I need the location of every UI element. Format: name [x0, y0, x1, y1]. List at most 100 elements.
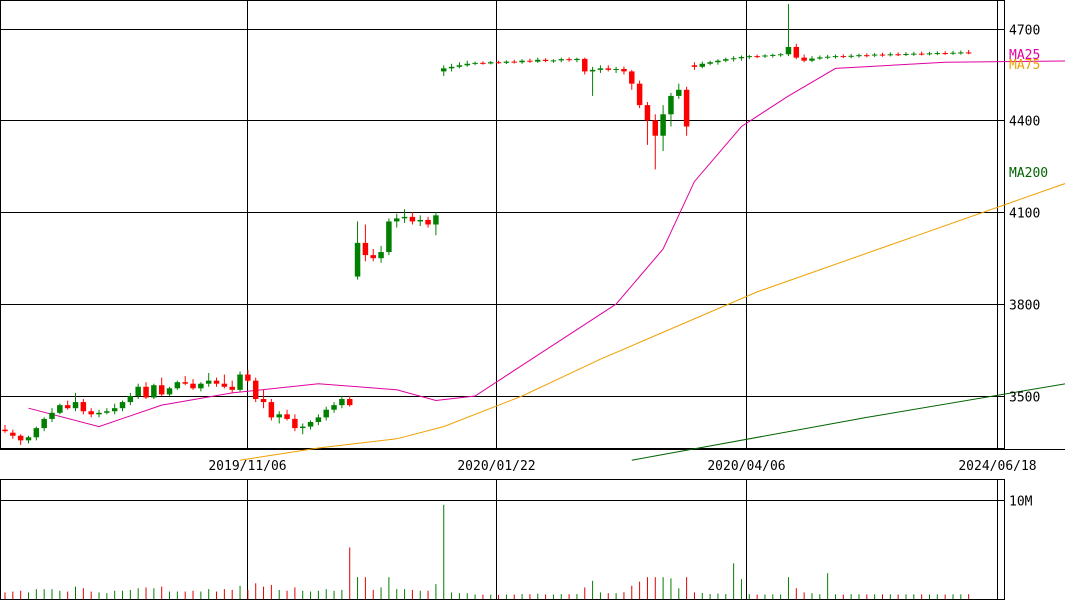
candle	[378, 245, 384, 263]
candle	[323, 406, 329, 421]
candle	[848, 53, 854, 59]
candle	[715, 59, 721, 65]
candle	[644, 102, 651, 145]
volume-tick-label: 10M	[1009, 495, 1033, 510]
candle	[550, 59, 557, 63]
candle	[237, 371, 243, 392]
candle	[49, 408, 55, 422]
candle	[174, 380, 181, 390]
candle	[213, 377, 220, 387]
candle	[801, 54, 807, 63]
ma200-path	[631, 383, 1065, 461]
candle	[871, 53, 878, 58]
candle	[864, 53, 870, 58]
candle	[229, 380, 235, 393]
candle	[10, 429, 16, 439]
candle	[660, 105, 666, 152]
candle	[96, 409, 102, 418]
candle	[621, 66, 627, 75]
candle	[198, 382, 204, 392]
candle	[911, 51, 917, 56]
time-tick-label: 2020/01/22	[457, 459, 535, 474]
candle	[135, 383, 141, 400]
candle	[2, 425, 8, 433]
candle	[472, 61, 478, 66]
candle	[151, 383, 157, 400]
candle	[33, 426, 40, 441]
price-tick-label: 4400	[1009, 115, 1040, 130]
candle	[456, 62, 463, 69]
candle	[315, 414, 322, 426]
candle	[245, 369, 251, 383]
candle	[362, 224, 369, 262]
ma25-path	[28, 60, 1065, 428]
candle	[699, 61, 706, 69]
candle	[535, 57, 541, 63]
candle	[887, 52, 894, 57]
candle	[440, 65, 447, 77]
candle	[527, 58, 533, 63]
ma25-line	[28, 60, 1065, 428]
volume-bars	[4, 504, 970, 599]
candle	[589, 66, 596, 96]
candle	[746, 54, 753, 60]
candle	[292, 414, 298, 432]
ma75-path	[239, 183, 1065, 461]
candle	[158, 377, 165, 396]
candle	[503, 60, 510, 65]
candle	[730, 56, 737, 62]
candle	[339, 395, 345, 409]
candle	[918, 51, 925, 56]
candle	[574, 57, 580, 63]
candle	[597, 65, 604, 73]
price-grid	[0, 0, 1004, 600]
candle	[965, 49, 972, 55]
candle	[566, 57, 572, 62]
candle	[832, 54, 839, 59]
candle	[770, 53, 776, 58]
candle	[676, 83, 682, 99]
candle	[393, 213, 400, 228]
candle	[166, 386, 173, 396]
candle	[558, 57, 565, 63]
candle	[582, 57, 588, 75]
candle	[307, 420, 314, 430]
legend-ma200: MA200	[1009, 166, 1048, 181]
candle	[221, 374, 228, 389]
candle	[762, 54, 768, 58]
candle	[903, 52, 909, 57]
candle	[613, 66, 619, 73]
candle	[895, 52, 901, 57]
candle	[926, 51, 933, 56]
candle	[260, 389, 267, 409]
ma200-line	[631, 383, 1065, 461]
candle	[809, 56, 815, 63]
candle	[542, 58, 549, 63]
candle	[104, 408, 110, 415]
time-tick-label: 2024/06/18	[958, 459, 1036, 474]
candle	[64, 400, 71, 410]
volume-panel-frame	[0, 479, 1005, 600]
candle	[817, 55, 823, 60]
price-panel-frame	[0, 0, 1005, 449]
candle	[840, 54, 847, 58]
candle	[57, 403, 63, 415]
candle	[72, 392, 79, 412]
price-tick-label: 4100	[1009, 207, 1040, 222]
candle	[346, 395, 353, 407]
candle	[111, 403, 118, 415]
candle	[268, 399, 275, 421]
candle	[370, 248, 376, 262]
price-tick-label: 3800	[1009, 299, 1040, 314]
candle	[252, 377, 259, 403]
candle	[488, 61, 494, 65]
candle	[636, 80, 643, 109]
time-tick-label: 2019/11/06	[208, 459, 286, 474]
candlesticks	[2, 4, 972, 445]
candle	[17, 434, 24, 445]
candle	[519, 59, 525, 64]
candle	[119, 400, 126, 412]
candle	[668, 92, 674, 127]
